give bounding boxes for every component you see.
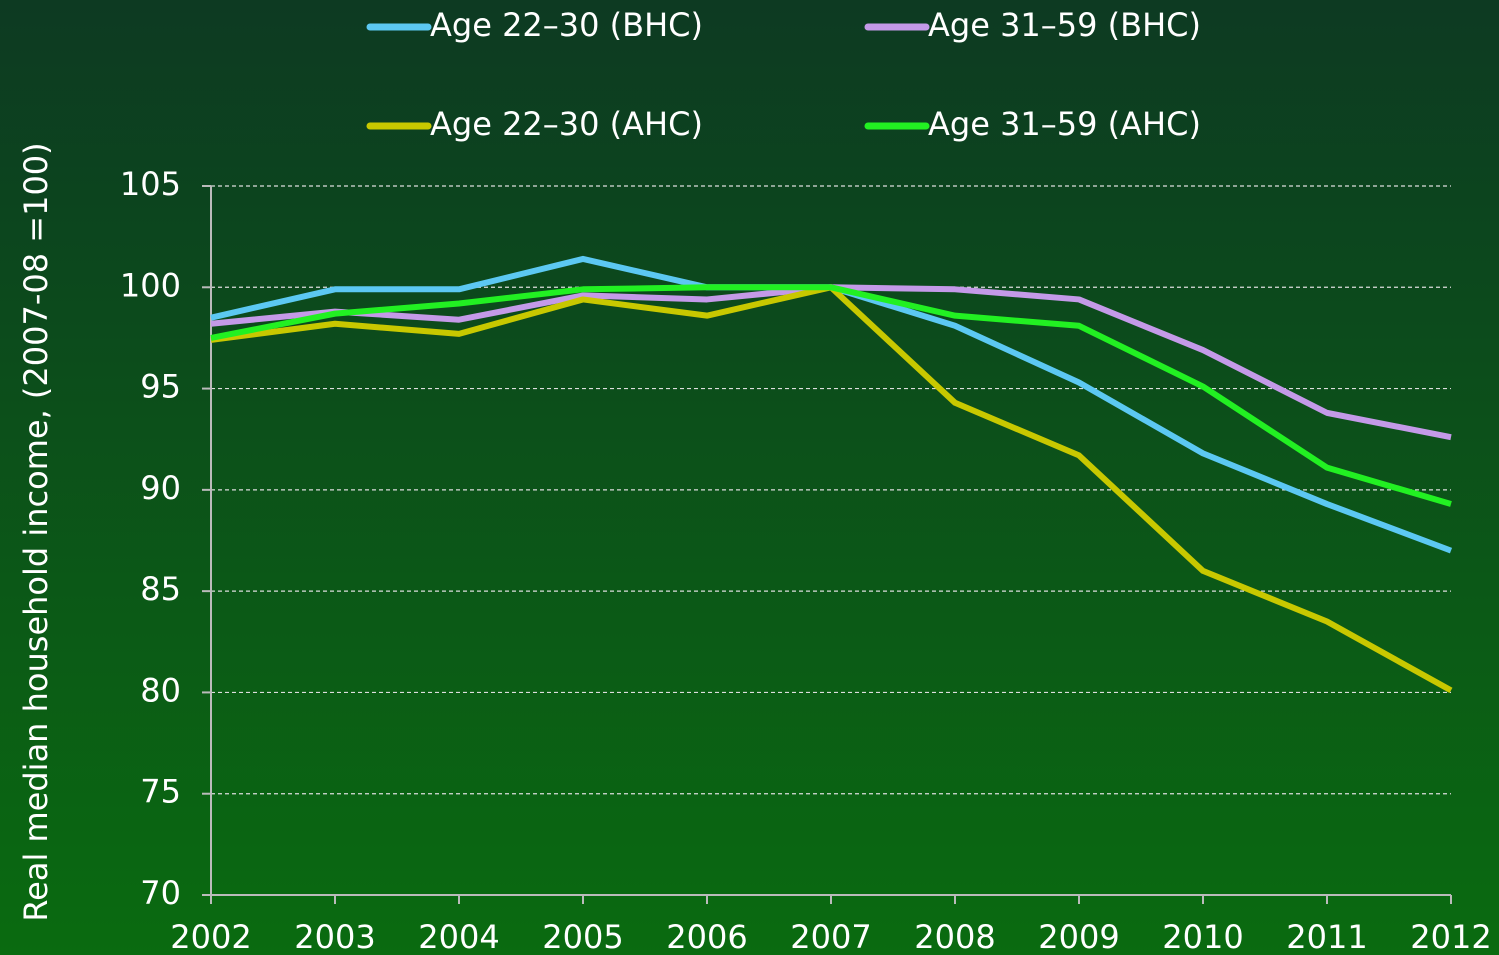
y-tick-label: 70 — [140, 874, 181, 912]
x-tick-label: 2007 — [790, 918, 871, 955]
x-tick-label: 2004 — [418, 918, 499, 955]
y-tick-label: 75 — [140, 773, 181, 811]
y-tick-label: 90 — [140, 469, 181, 507]
y-axis-label: Real median household income, (2007-08 =… — [17, 142, 55, 921]
x-tick-label: 2010 — [1162, 918, 1243, 955]
x-tick-label: 2002 — [170, 918, 251, 955]
legend-label: Age 22–30 (BHC) — [430, 6, 703, 44]
y-tick-label: 85 — [140, 570, 181, 608]
x-tick-label: 2008 — [914, 918, 995, 955]
x-tick-label: 2011 — [1286, 918, 1367, 955]
y-tick-label: 105 — [120, 165, 181, 203]
x-tick-label: 2012 — [1410, 918, 1491, 955]
legend-label: Age 22–30 (AHC) — [430, 105, 703, 143]
series-line — [210, 284, 1452, 507]
x-tick-label: 2009 — [1038, 918, 1119, 955]
x-tick-label: 2005 — [542, 918, 623, 955]
y-tick-label: 80 — [140, 671, 181, 709]
y-tick-label: 95 — [140, 368, 181, 406]
x-tick-label: 2003 — [294, 918, 375, 955]
legend-label: Age 31–59 (BHC) — [928, 6, 1201, 44]
y-tick-label: 100 — [120, 266, 181, 304]
legend-label: Age 31–59 (AHC) — [928, 105, 1201, 143]
x-tick-label: 2006 — [666, 918, 747, 955]
